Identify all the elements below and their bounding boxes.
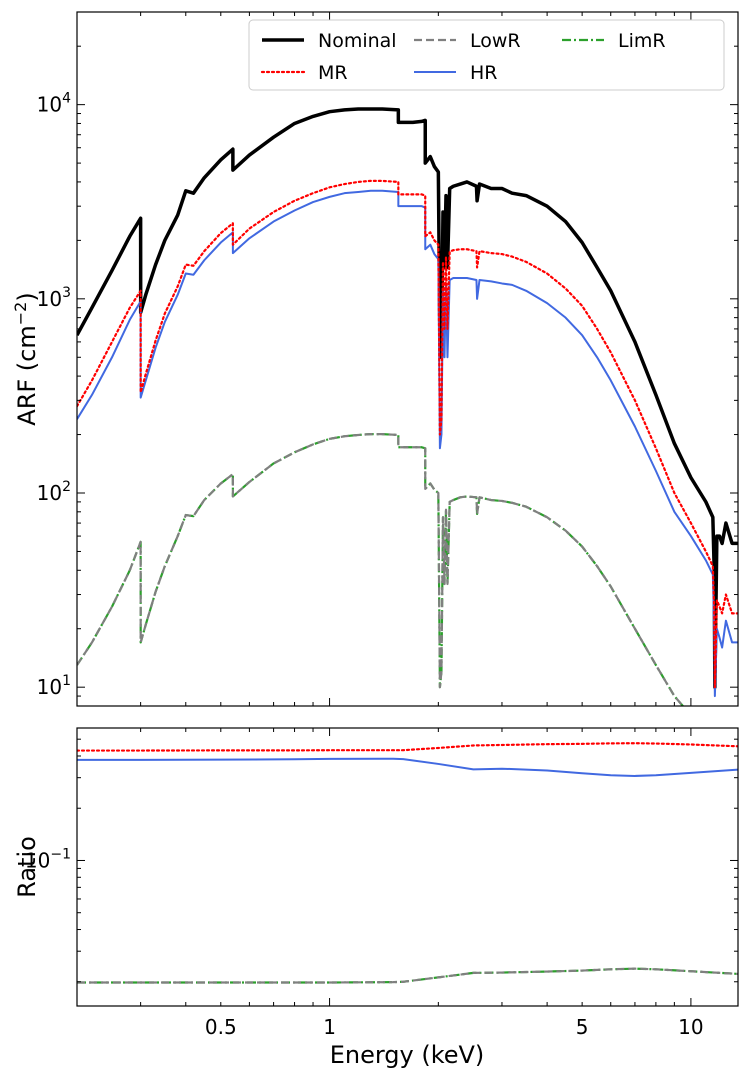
x-axis-label: Energy (keV) — [330, 1041, 485, 1069]
bottom-series-mr — [77, 742, 738, 752]
xtick-label: 5 — [576, 1015, 589, 1039]
legend-label-hr: HR — [470, 62, 498, 84]
bottom-ticks — [76, 728, 738, 1006]
top-series-mr — [77, 179, 738, 689]
bottom-series-lowr — [77, 967, 738, 984]
top-series-nominal — [77, 107, 738, 689]
top-ytick-label: 102 — [37, 479, 71, 505]
xtick-labels: 0.5 1 5 10 — [205, 1015, 704, 1039]
top-ytick-label: 101 — [37, 673, 71, 699]
legend: Nominal MR LowR HR LimR — [248, 19, 725, 91]
bottom-series-layer — [77, 742, 738, 984]
top-y-axis-label: ARF (cm−2) — [11, 292, 41, 425]
top-panel: 101 102 103 104 ARF (cm−2) Nominal MR LowR HR L… — [11, 11, 739, 707]
legend-label-limr: LimR — [618, 30, 666, 52]
top-ytick-labels: 101 102 103 104 — [37, 91, 71, 700]
bottom-series-hr — [77, 757, 738, 777]
bottom-ytick-label: 10−1 — [25, 846, 71, 872]
top-plot-frame — [76, 11, 739, 707]
bottom-panel: 10−1 0.5 1 5 10 Ratio Energy (keV) — [13, 727, 739, 1069]
bottom-ytick-labels: 10−1 — [25, 846, 71, 872]
top-ytick-label: 103 — [37, 285, 71, 311]
xtick-label: 1 — [323, 1015, 336, 1039]
legend-label-nominal: Nominal — [318, 30, 397, 52]
xtick-label: 10 — [678, 1015, 703, 1039]
bottom-y-axis-label: Ratio — [13, 836, 41, 898]
legend-label-lowr: LowR — [470, 30, 521, 52]
top-series-layer — [77, 107, 738, 706]
legend-label-mr: MR — [318, 62, 348, 84]
top-series-limr — [77, 433, 684, 706]
legend-box — [248, 19, 725, 91]
top-ytick-label: 104 — [37, 91, 71, 117]
bottom-plot-frame — [76, 727, 739, 1007]
top-ticks — [76, 11, 738, 707]
top-series-lowr — [77, 433, 684, 706]
xtick-label: 0.5 — [205, 1015, 237, 1039]
top-series-hr — [77, 189, 738, 698]
